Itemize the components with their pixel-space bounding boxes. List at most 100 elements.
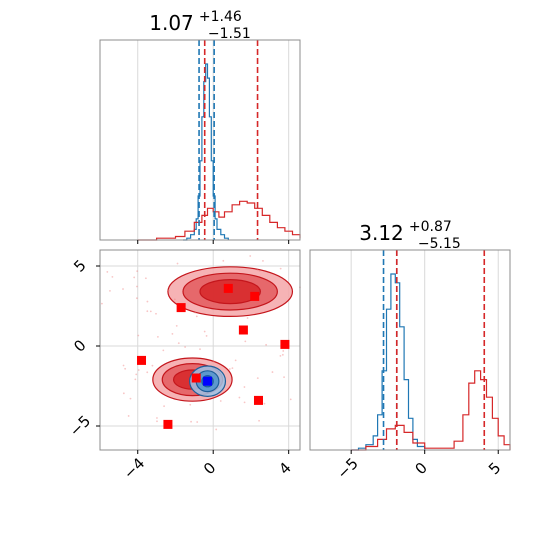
sample-point (256, 377, 259, 380)
sample-point (106, 271, 109, 273)
sample-point (271, 371, 274, 373)
sample-point (133, 276, 136, 279)
sample-point (149, 310, 152, 313)
sample-point (135, 297, 138, 300)
y-marginal-hist-series-1 (351, 370, 511, 451)
y-marginal-panel (310, 250, 510, 450)
sample-point (256, 269, 259, 271)
sample-point (177, 342, 180, 345)
sample-point (184, 346, 186, 348)
x-marginal-title-minus: −1.51 (208, 26, 251, 42)
sample-point (137, 369, 140, 371)
sample-point (249, 255, 252, 257)
y-marginal-x-tick-label: 0 (411, 459, 430, 478)
y-marginal-title-plus: +0.87 (409, 219, 452, 235)
sample-point (279, 267, 282, 270)
sample-point (243, 386, 246, 388)
joint-x-tick-label: 4 (275, 459, 294, 478)
sample-point (122, 364, 125, 367)
joint-y-tick-label: 0 (70, 336, 89, 355)
mode-marker (253, 395, 263, 405)
joint-y-tick-label: −5 (66, 412, 94, 440)
joint-y-tick-label: 5 (70, 256, 89, 275)
sample-point (283, 376, 285, 379)
mode-marker (176, 303, 186, 313)
x-marginal-title-plus: +1.46 (199, 9, 242, 25)
sample-point (258, 269, 261, 272)
sample-point (136, 270, 139, 273)
sample-point (263, 402, 266, 405)
sample-point (203, 330, 206, 333)
y-marginal-title-minus: −5.15 (418, 236, 461, 252)
sample-point (162, 349, 165, 352)
sample-point (282, 350, 285, 352)
sample-point (243, 401, 246, 404)
sample-point (212, 360, 215, 363)
y-marginal-title: 3.12 +0.87 −5.15 (359, 216, 461, 252)
mode-marker (163, 419, 173, 429)
sample-point (136, 285, 138, 288)
sample-point (122, 288, 124, 290)
sample-point (111, 276, 114, 278)
sample-point (134, 378, 137, 381)
sample-point (219, 400, 222, 402)
sample-point (146, 310, 149, 313)
sample-point (168, 289, 170, 292)
sample-point (155, 312, 157, 315)
sample-point (144, 277, 147, 280)
sample-point (173, 298, 176, 301)
sample-point (101, 302, 103, 305)
sample-point (127, 415, 130, 417)
sample-point (238, 396, 241, 399)
sample-point (109, 289, 111, 292)
sample-point (163, 405, 165, 408)
sample-point (199, 348, 201, 351)
truth-marker (203, 376, 213, 386)
sample-point (175, 324, 178, 327)
joint-x-tick-label: −4 (120, 454, 148, 482)
sample-point (156, 417, 158, 419)
sample-point (195, 315, 198, 318)
x-marginal-panel (100, 40, 300, 240)
joint-x-tick-label: 0 (200, 459, 219, 478)
sample-point (215, 428, 218, 431)
sample-point (258, 419, 260, 422)
y-marginal-x-tick-label: 5 (485, 459, 504, 478)
sample-point (135, 373, 138, 376)
sample-point (244, 340, 247, 343)
sample-point (146, 371, 149, 374)
mode-marker (250, 291, 260, 301)
sample-point (196, 421, 199, 423)
sample-point (122, 392, 125, 395)
sample-point (262, 260, 264, 262)
sample-point (234, 359, 237, 362)
x-marginal-hist-series-1 (137, 200, 301, 241)
sample-point (137, 334, 140, 337)
sample-point (156, 420, 158, 423)
sample-point (190, 420, 192, 423)
sample-point (176, 262, 179, 265)
sample-point (222, 259, 225, 262)
mode-marker (223, 283, 233, 293)
sample-point (151, 364, 154, 367)
sample-point (156, 335, 159, 338)
sample-point (231, 367, 234, 370)
x-marginal-title: 1.07 +1.46 −1.51 (149, 6, 251, 42)
sample-point (281, 353, 284, 356)
joint-frame (99, 249, 301, 451)
y-marginal-title-value: 3.12 (359, 221, 404, 245)
y-marginal-hist-series-0 (351, 273, 426, 451)
sample-point (279, 354, 282, 357)
sample-point (146, 300, 149, 303)
sample-point (205, 335, 208, 337)
sample-point (189, 403, 192, 406)
mode-marker (191, 373, 201, 383)
sample-point (129, 397, 132, 400)
x-marginal-frame (99, 39, 301, 241)
mode-marker (137, 355, 147, 365)
mode-marker (280, 339, 290, 349)
y-marginal-x-tick-label: −5 (333, 454, 361, 482)
x-marginal-title-value: 1.07 (149, 11, 194, 35)
sample-point (171, 332, 174, 335)
